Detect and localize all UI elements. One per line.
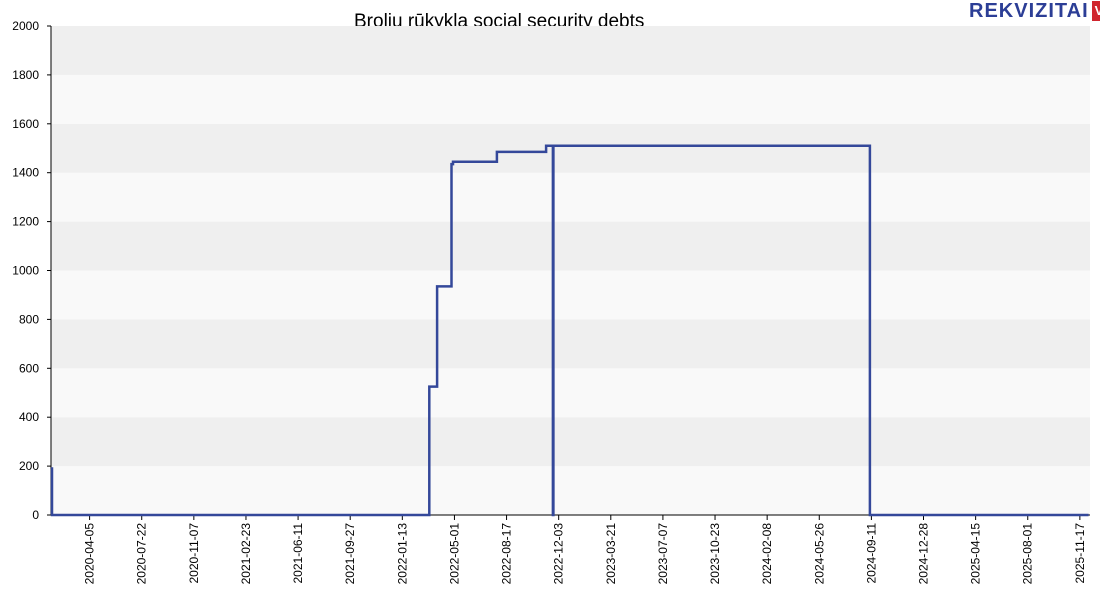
x-tick-label: 2024-09-11 [864, 523, 878, 584]
logo-badge: VŽ [1091, 1, 1100, 21]
x-tick-label: 2024-12-28 [917, 523, 931, 585]
x-tick-label: 2021-09-27 [343, 523, 357, 585]
x-tick-label: 2022-01-13 [395, 523, 409, 585]
grid-band [51, 466, 1090, 515]
y-tick-label: 1000 [12, 264, 39, 278]
grid-band [51, 172, 1090, 222]
y-tick-label: 600 [19, 361, 39, 375]
x-tick-label: 2025-04-15 [969, 523, 983, 585]
y-axis: 0 200 400 600 800 1000 1200 1400 1600 1800 2000 [12, 19, 51, 522]
x-tick-label: 2022-12-03 [552, 523, 566, 585]
x-tick-label: 2025-11-17 [1073, 523, 1087, 584]
grid-band [51, 417, 1090, 467]
y-tick-label: 800 [19, 312, 39, 326]
x-tick-label: 2024-05-26 [812, 523, 826, 585]
y-tick-label: 1800 [12, 68, 39, 82]
y-tick-label: 200 [19, 459, 39, 473]
grid-band [51, 123, 1090, 173]
y-tick-label: 1200 [12, 215, 39, 229]
grid-band [51, 26, 1090, 75]
y-tick-label: 1400 [12, 166, 39, 180]
y-tick-label: 2000 [12, 19, 39, 33]
x-tick-label: 2021-06-11 [291, 523, 305, 584]
series-line [50, 144, 1089, 517]
grid-band [51, 270, 1090, 320]
y-tick-label: 0 [32, 508, 39, 522]
x-axis: 2020-04-05 2020-07-22 2020-11-07 2021-02-23… [83, 515, 1087, 584]
grid-bands [51, 26, 1090, 515]
grid-band [51, 368, 1090, 418]
x-tick-label: 2023-03-21 [604, 523, 618, 585]
x-tick-label: 2021-02-23 [239, 523, 253, 585]
y-tick-label: 400 [19, 410, 39, 424]
rekvizitai-logo: REKVIZITAI VŽ [969, 0, 1100, 22]
x-tick-label: 2020-07-22 [135, 523, 149, 585]
grid-band [51, 221, 1090, 271]
x-tick-label: 2022-08-17 [500, 523, 514, 585]
y-tick-label: 1600 [12, 117, 39, 131]
x-tick-label: 2020-04-05 [83, 523, 97, 585]
grid-band [51, 74, 1090, 124]
x-tick-label: 2023-10-23 [708, 523, 722, 585]
x-tick-label: 2023-07-07 [656, 523, 670, 585]
x-tick-label: 2024-02-08 [760, 523, 774, 585]
x-tick-label: 2020-11-07 [187, 523, 201, 584]
x-tick-label: 2025-08-01 [1021, 523, 1035, 585]
logo-text: REKVIZITAI [969, 0, 1089, 22]
series-group [50, 144, 1089, 517]
x-tick-label: 2022-05-01 [447, 523, 461, 585]
grid-band [51, 319, 1090, 369]
